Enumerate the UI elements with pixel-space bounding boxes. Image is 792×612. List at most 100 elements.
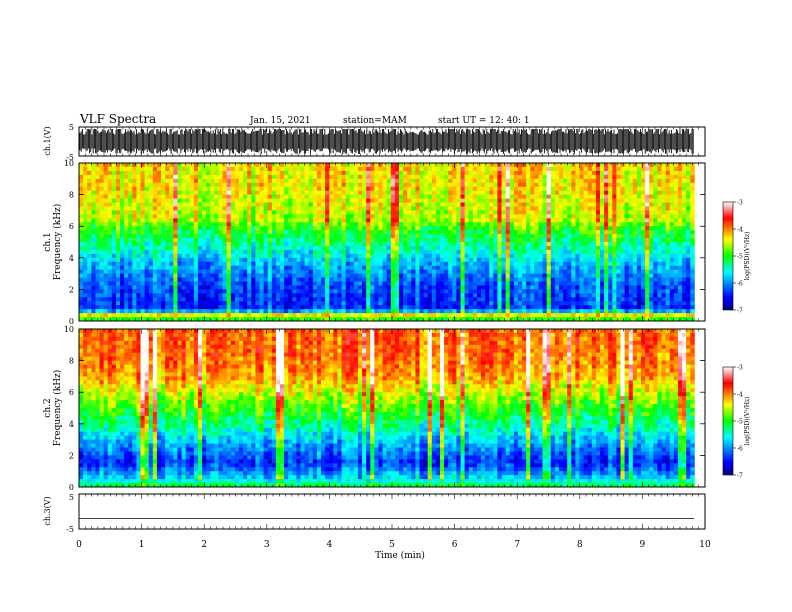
spectrogram-cell (144, 163, 150, 168)
spectrogram-cell (501, 249, 507, 255)
spectrogram-cell (124, 293, 129, 298)
spectrogram-cell (222, 218, 228, 223)
spectrogram-cell (111, 261, 117, 267)
spectrogram-cell (79, 245, 84, 251)
spectrogram-cell (431, 297, 437, 302)
spectrogram-cell (423, 186, 429, 192)
spectrogram-cell (325, 245, 330, 251)
spectrogram-cell (329, 163, 334, 168)
spectrogram-cell (115, 182, 121, 188)
spectrogram-cell (353, 285, 359, 290)
spectrogram-cell (456, 198, 461, 203)
spectrogram-cell (501, 245, 507, 251)
spectrogram-cell (419, 293, 424, 298)
spectrogram-cell (275, 210, 281, 215)
spectrogram-cell (120, 174, 125, 180)
spectrogram-cell (476, 317, 482, 322)
spectrogram-cell (308, 309, 314, 314)
spectrogram-cell (95, 222, 100, 227)
spectrogram-cell (415, 170, 420, 176)
spectrogram-cell (460, 190, 466, 195)
spectrogram-cell (321, 206, 326, 211)
spectrogram-cell (382, 222, 388, 227)
spectrogram-cell (156, 230, 162, 235)
spectrogram-cell (218, 226, 223, 231)
spectrogram-cell (435, 249, 441, 255)
spectrogram-cell (312, 289, 318, 294)
spectrogram-cell (362, 269, 367, 274)
spectrogram-cell (423, 238, 429, 243)
spectrogram-cell (398, 257, 404, 263)
spectrogram-cell (349, 249, 355, 255)
spectrogram-cell (222, 269, 228, 274)
spectrogram-cell (415, 218, 420, 223)
spectrogram-cell (202, 170, 207, 176)
spectrogram-cell (489, 309, 494, 314)
spectrogram-cell (341, 293, 347, 298)
spectrogram-cell (362, 297, 367, 302)
spectrogram-cell (411, 265, 416, 271)
spectrogram-cell (341, 305, 347, 310)
spectrogram-cell (509, 182, 515, 188)
spectrogram-cell (156, 297, 162, 302)
spectrogram-cell (362, 163, 367, 168)
spectrogram-cell (296, 170, 301, 176)
spectrogram-cell (476, 170, 482, 176)
spectrogram-cell (485, 178, 490, 184)
spectrogram-cell (107, 265, 113, 271)
spectrogram-cell (362, 234, 367, 239)
spectrogram-cell (456, 202, 461, 207)
spectrogram-cell (398, 245, 404, 251)
spectrogram-cell (382, 194, 388, 199)
spectrogram-cell (411, 202, 416, 207)
spectrogram-cell (136, 242, 141, 247)
spectrogram-cell (415, 178, 420, 184)
spectrogram-cell (501, 269, 507, 274)
spectrogram-cell (517, 257, 523, 263)
spectrogram-cell (534, 261, 539, 267)
spectrogram-cell (161, 170, 166, 176)
spectrogram-cell (513, 190, 519, 195)
spectrogram-cell (444, 265, 449, 271)
spectrogram-cell (103, 273, 109, 278)
spectrogram-cell (247, 301, 252, 306)
spectrogram-cell (353, 198, 359, 203)
spectrogram-cell (357, 190, 363, 195)
spectrogram-cell (165, 265, 170, 271)
spectrogram-cell (87, 218, 92, 223)
spectrogram-cell (321, 222, 326, 227)
spectrogram-cell (165, 198, 170, 203)
spectrogram-cell (124, 273, 129, 278)
spectrogram-cell (509, 285, 515, 290)
spectrogram-cell (530, 293, 535, 298)
spectrogram-cell (197, 222, 203, 227)
spectrogram-cell (386, 242, 392, 247)
spectrogram-cell (181, 182, 187, 188)
spectrogram-cell (337, 273, 342, 278)
spectrogram-cell (243, 285, 248, 290)
spectrogram-cell (493, 166, 498, 172)
spectrogram-cell (415, 234, 420, 239)
spectrogram-cell (493, 269, 498, 274)
spectrogram-cell (214, 194, 219, 199)
spectrogram-cell (337, 218, 342, 223)
spectrogram-cell (505, 206, 511, 211)
spectrogram-cell (386, 301, 392, 306)
spectrogram-cell (181, 309, 187, 314)
spectrogram-cell (206, 313, 211, 318)
spectrogram-cell (403, 305, 408, 310)
spectrogram-cell (386, 289, 392, 294)
spectrogram-cell (230, 210, 236, 215)
spectrogram-cell (333, 305, 338, 310)
spectrogram-cell (362, 265, 367, 271)
spectrogram-cell (148, 178, 154, 184)
spectrogram-cell (308, 214, 314, 219)
spectrogram-cell (275, 285, 281, 290)
spectrogram-cell (452, 198, 457, 203)
spectrogram-cell (464, 234, 470, 239)
spectrogram-cell (464, 210, 470, 215)
spectrogram-cell (202, 261, 207, 267)
spectrogram-cell (472, 273, 478, 278)
spectrogram-cell (165, 214, 170, 219)
spectrogram-cell (165, 194, 170, 199)
